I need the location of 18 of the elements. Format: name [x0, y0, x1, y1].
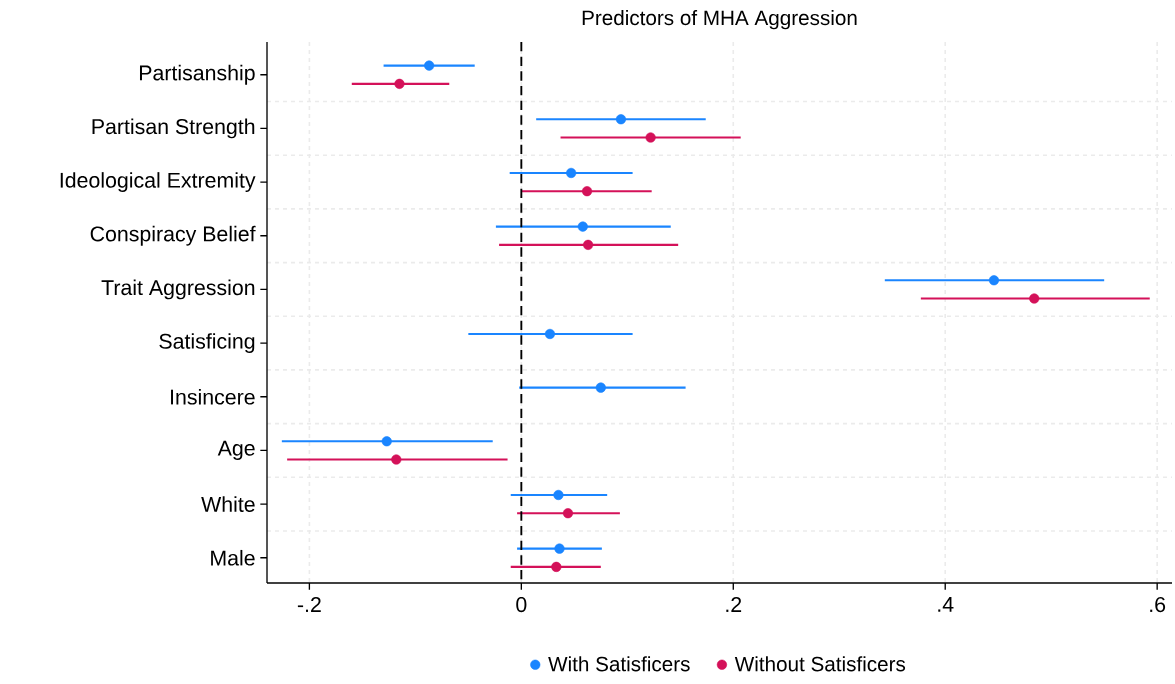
- y-tick-label: Insincere: [171, 388, 255, 405]
- legend-label: Without Satisficers: [734, 656, 906, 672]
- y-tick-label: Partisanship: [139, 64, 255, 85]
- y-tick-label: White: [201, 496, 255, 512]
- chart-title: Predictors of MHA Aggression: [582, 10, 857, 30]
- y-tick-label: Satisficing: [159, 333, 255, 354]
- x-tick-label: -.2: [297, 597, 321, 612]
- x-tick-label: .4: [938, 597, 954, 612]
- x-tick-label: .2: [726, 597, 742, 612]
- y-tick-label: Age: [217, 440, 255, 460]
- legend-label: With Satisficers: [548, 656, 690, 672]
- y-tick-label: Male: [211, 549, 255, 566]
- x-tick-label: .6: [1150, 597, 1166, 613]
- y-tick-label: Partisan Strength: [92, 118, 255, 139]
- x-tick-label: 0: [516, 597, 527, 613]
- y-tick-label: Trait Aggression: [101, 279, 255, 300]
- y-tick-label: Ideological Extremity: [60, 172, 256, 193]
- y-tick-label: Conspiracy Belief: [90, 225, 256, 246]
